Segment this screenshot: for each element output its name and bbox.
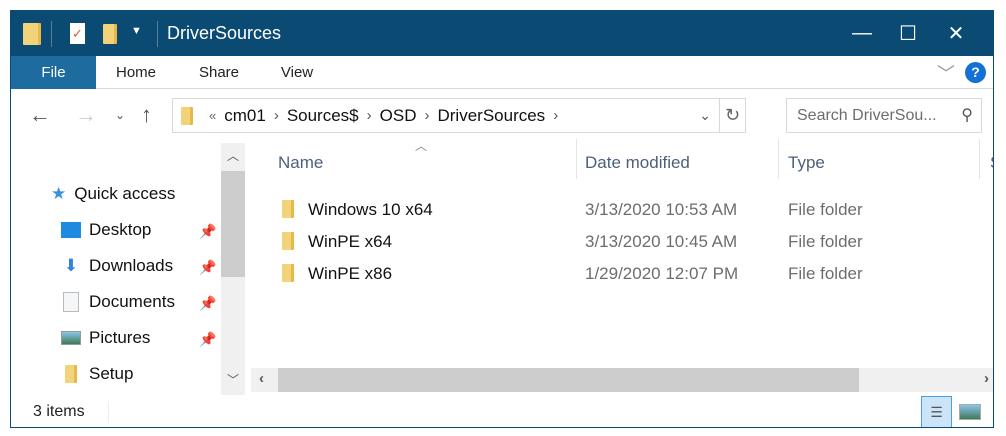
documents-icon bbox=[63, 292, 79, 312]
folder-icon bbox=[23, 23, 41, 45]
desktop-icon bbox=[61, 222, 81, 238]
chevron-right-icon[interactable]: › bbox=[553, 107, 559, 124]
pin-icon[interactable]: 📌 bbox=[199, 295, 217, 311]
column-divider[interactable] bbox=[576, 139, 577, 179]
folder-icon bbox=[65, 365, 77, 383]
file-type: File folder bbox=[788, 232, 863, 251]
star-icon: ★ bbox=[51, 184, 67, 203]
column-divider[interactable] bbox=[778, 139, 779, 179]
navigation-pane: ★ Quick access Desktop 📌 ⬇ Downloads 📌 Doc… bbox=[11, 143, 221, 395]
nav-downloads[interactable]: ⬇ Downloads bbox=[61, 256, 173, 276]
scroll-thumb[interactable] bbox=[221, 171, 245, 277]
breadcrumb-cm01[interactable]: cm01 bbox=[224, 105, 266, 125]
nav-desktop[interactable]: Desktop bbox=[61, 220, 151, 240]
ribbon-tabs: File Home Share View ﹀ ? bbox=[11, 56, 993, 89]
scroll-thumb[interactable] bbox=[278, 368, 859, 392]
refresh-icon[interactable]: ↻ bbox=[719, 99, 745, 132]
back-button[interactable]: ← bbox=[29, 102, 51, 127]
overflow-icon[interactable]: « bbox=[209, 108, 217, 123]
file-row[interactable]: Windows 10 x64 3/13/2020 10:53 AM File f… bbox=[251, 194, 993, 224]
divider bbox=[51, 21, 52, 47]
chevron-right-icon[interactable]: › bbox=[366, 107, 372, 124]
address-bar[interactable]: « cm01 › Sources$ › OSD › DriverSources › ⌄ … bbox=[172, 98, 746, 133]
close-button[interactable]: ✕ bbox=[947, 23, 965, 45]
nav-documents[interactable]: Documents bbox=[61, 292, 175, 312]
search-placeholder: Search DriverSou... bbox=[797, 107, 937, 124]
scroll-down-icon[interactable]: ﹀ bbox=[227, 373, 240, 387]
chevron-down-icon[interactable]: ⌄ bbox=[699, 107, 711, 123]
tab-file[interactable]: File bbox=[11, 56, 96, 89]
column-header-type[interactable]: Type bbox=[788, 153, 825, 172]
recent-locations-icon[interactable]: ⌄ bbox=[115, 108, 126, 122]
scroll-left-icon[interactable]: ‹ bbox=[259, 370, 264, 387]
file-name: WinPE x86 bbox=[308, 264, 393, 283]
folder-icon bbox=[282, 232, 294, 250]
nav-quick-access[interactable]: ★ Quick access bbox=[51, 184, 176, 203]
pin-icon[interactable]: 📌 bbox=[199, 259, 217, 275]
divider bbox=[157, 21, 158, 47]
sort-ascending-icon: ︿ bbox=[415, 139, 428, 153]
expand-ribbon-icon[interactable]: ﹀ bbox=[937, 64, 955, 84]
up-button[interactable]: ↑ bbox=[141, 102, 152, 127]
minimize-button[interactable]: — bbox=[852, 22, 872, 44]
column-header-size[interactable]: S bbox=[990, 153, 993, 173]
download-icon: ⬇ bbox=[63, 256, 79, 275]
nav-pictures[interactable]: Pictures bbox=[61, 328, 150, 348]
column-header-name[interactable]: Name bbox=[278, 153, 324, 172]
details-view-button[interactable]: ☰ bbox=[921, 396, 952, 427]
chevron-right-icon[interactable]: › bbox=[273, 107, 279, 124]
title-bar: ✓ ▼ DriverSources — ☐ ✕ bbox=[11, 11, 993, 56]
file-type: File folder bbox=[788, 264, 863, 283]
explorer-window: ✓ ▼ DriverSources — ☐ ✕ File Home Share … bbox=[10, 10, 994, 428]
file-type: File folder bbox=[788, 200, 863, 219]
file-row[interactable]: WinPE x86 1/29/2020 12:07 PM File folder bbox=[251, 258, 993, 288]
pin-icon[interactable]: 📌 bbox=[199, 223, 217, 239]
maximize-button[interactable]: ☐ bbox=[899, 23, 917, 45]
file-date: 3/13/2020 10:53 AM bbox=[585, 200, 738, 219]
file-date: 1/29/2020 12:07 PM bbox=[585, 264, 739, 283]
tab-view[interactable]: View bbox=[280, 64, 314, 81]
horizontal-scrollbar[interactable]: ‹ › bbox=[251, 368, 993, 392]
file-name: Windows 10 x64 bbox=[308, 200, 433, 219]
help-icon[interactable]: ? bbox=[965, 62, 986, 83]
new-folder-icon[interactable] bbox=[103, 24, 117, 44]
chevron-right-icon[interactable]: › bbox=[424, 107, 430, 124]
divider bbox=[108, 401, 109, 423]
column-divider[interactable] bbox=[979, 139, 980, 179]
item-count: 3 items bbox=[33, 403, 85, 420]
nav-setup[interactable]: Setup bbox=[61, 364, 133, 384]
search-icon: ⚲ bbox=[961, 107, 973, 124]
breadcrumb-sources[interactable]: Sources$ bbox=[286, 105, 359, 125]
tab-home[interactable]: Home bbox=[115, 64, 156, 81]
window-title: DriverSources bbox=[167, 23, 282, 43]
tab-share[interactable]: Share bbox=[198, 64, 240, 81]
pictures-icon bbox=[61, 331, 81, 345]
search-input[interactable]: Search DriverSou... ⚲ bbox=[786, 98, 982, 133]
column-header-date[interactable]: Date modified bbox=[585, 153, 690, 172]
large-icons-view-button[interactable] bbox=[959, 404, 981, 420]
file-date: 3/13/2020 10:45 AM bbox=[585, 232, 738, 251]
scroll-right-icon[interactable]: › bbox=[984, 370, 989, 387]
folder-icon bbox=[181, 106, 193, 125]
nav-scrollbar[interactable]: ︿ ﹀ bbox=[221, 143, 245, 395]
properties-icon[interactable]: ✓ bbox=[70, 23, 85, 44]
pin-icon[interactable]: 📌 bbox=[199, 331, 217, 347]
file-row[interactable]: WinPE x64 3/13/2020 10:45 AM File folder bbox=[251, 226, 993, 256]
scroll-up-icon[interactable]: ︿ bbox=[227, 149, 240, 163]
folder-icon bbox=[282, 264, 294, 282]
breadcrumb-osd[interactable]: OSD bbox=[379, 105, 417, 125]
folder-icon bbox=[282, 200, 294, 218]
breadcrumb-driversources[interactable]: DriverSources bbox=[437, 105, 546, 125]
customize-toolbar-icon[interactable]: ▼ bbox=[131, 25, 142, 37]
forward-button[interactable]: → bbox=[75, 102, 97, 127]
file-name: WinPE x64 bbox=[308, 232, 393, 251]
status-bar: 3 items ☰ bbox=[11, 395, 993, 427]
